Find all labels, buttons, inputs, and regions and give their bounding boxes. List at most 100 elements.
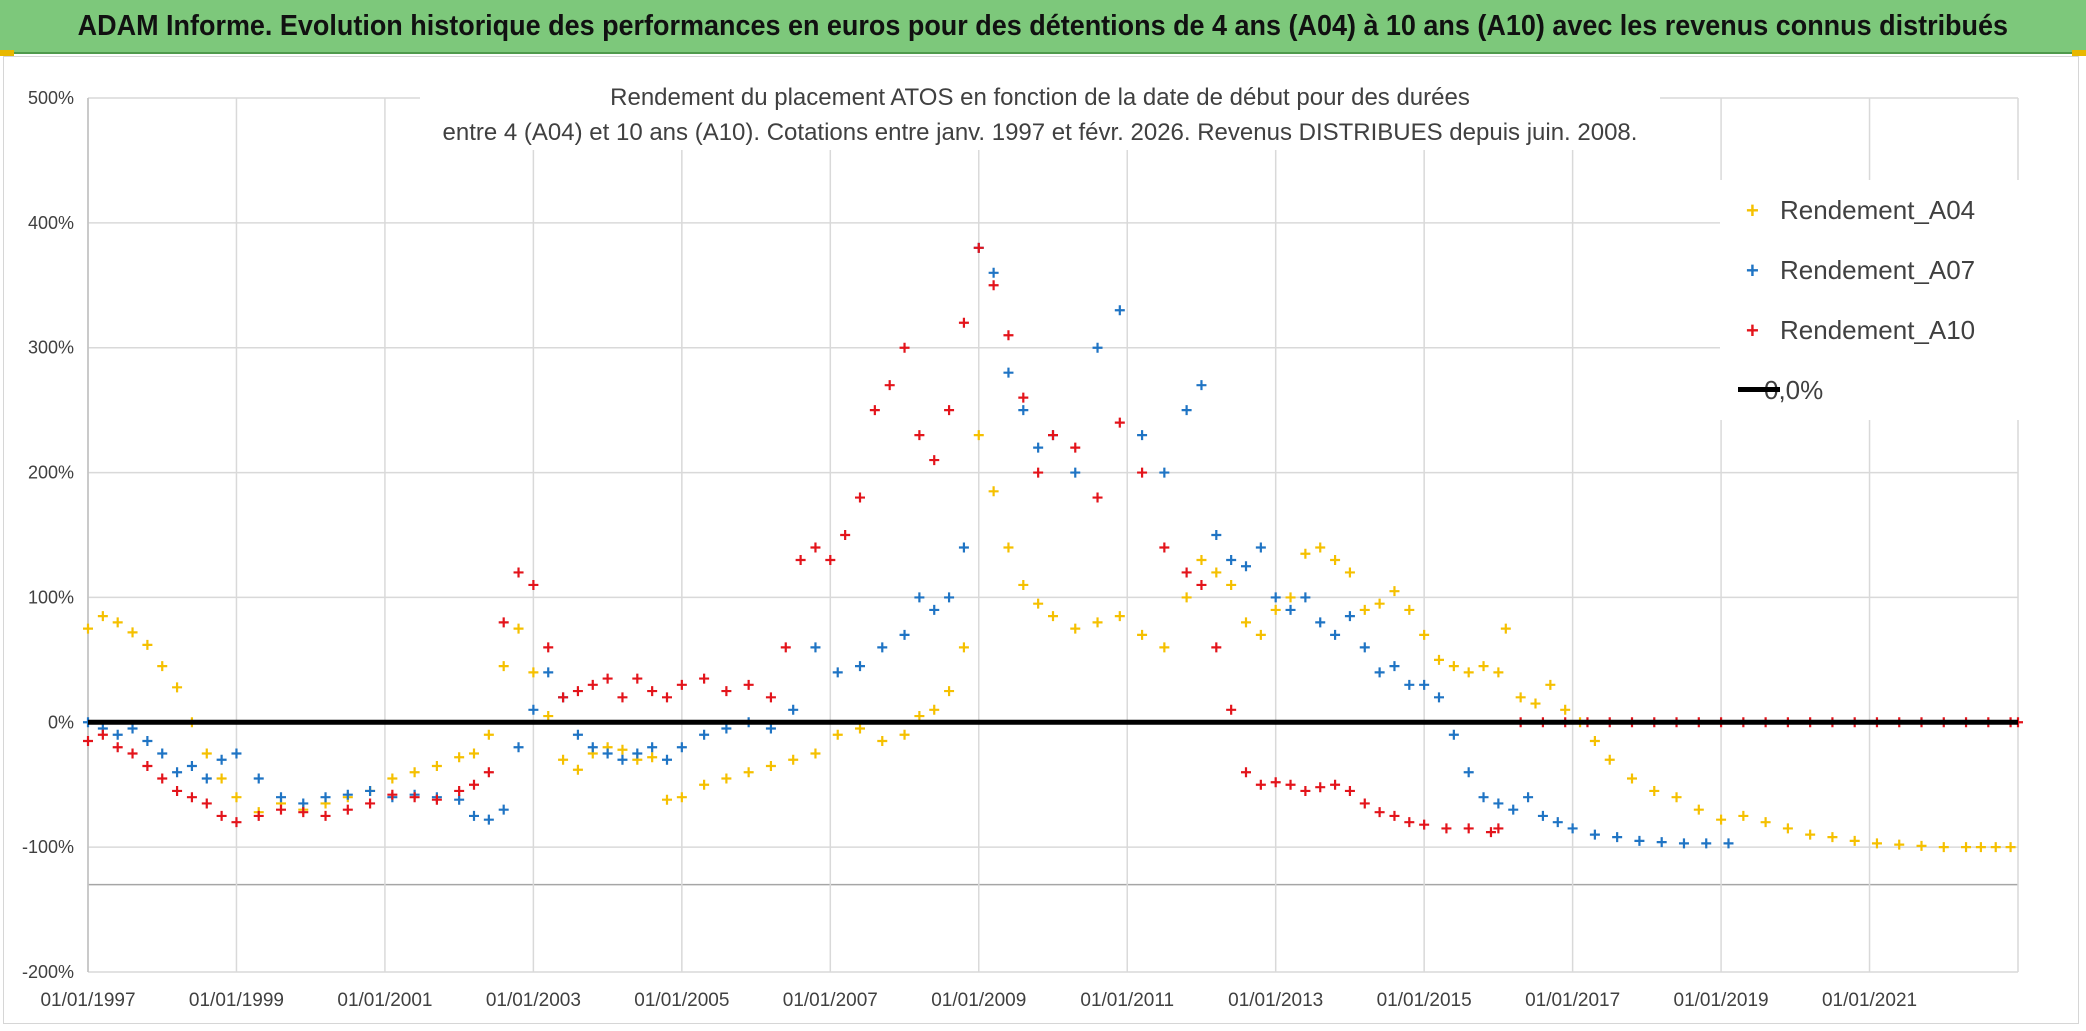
point-a04 <box>1018 579 1029 590</box>
point-a04 <box>1478 661 1489 672</box>
point-a04 <box>1545 679 1556 690</box>
point-a04 <box>97 611 108 622</box>
point-a10 <box>914 430 925 441</box>
point-a04 <box>1827 832 1838 843</box>
point-a04 <box>216 773 227 784</box>
point-a04 <box>1285 592 1296 603</box>
point-a07 <box>127 723 138 734</box>
point-a10 <box>1330 779 1341 790</box>
point-a04 <box>810 748 821 759</box>
chart-title-line-2: entre 4 (A04) et 10 ans (A10). Cotations… <box>442 119 1638 146</box>
point-a07 <box>498 804 509 815</box>
point-a04 <box>1270 604 1281 615</box>
point-a04 <box>201 748 212 759</box>
point-a10 <box>840 530 851 540</box>
point-a04 <box>1916 840 1927 851</box>
point-a10 <box>276 804 286 815</box>
point-a10 <box>112 742 123 753</box>
axis-layer: 500% 400% 300% 200% 100% 0% -100% -200% 01/01/19… <box>22 88 1917 1011</box>
point-a07 <box>1404 679 1415 690</box>
point-a07 <box>855 661 865 672</box>
point-a10 <box>587 679 598 690</box>
point-a10 <box>1211 642 1222 653</box>
point-a04 <box>617 744 628 755</box>
x-tick-label: 01/01/2009 <box>931 990 1026 1011</box>
point-a07 <box>454 794 465 805</box>
point-a04 <box>469 748 479 759</box>
point-a04 <box>1671 792 1682 803</box>
point-a04 <box>387 773 398 784</box>
point-a07 <box>1137 430 1148 441</box>
point-a10 <box>513 567 524 578</box>
point-a04 <box>1159 642 1170 653</box>
point-a04 <box>483 729 494 740</box>
point-a10 <box>632 673 643 684</box>
point-a04 <box>1300 548 1311 559</box>
x-tick-label: 01/01/2005 <box>634 990 729 1011</box>
point-a10 <box>1114 417 1125 428</box>
point-a04 <box>929 704 940 715</box>
point-a07 <box>1330 629 1341 640</box>
point-a10 <box>342 804 353 815</box>
point-a07 <box>1463 767 1474 778</box>
point-a10 <box>365 798 376 809</box>
x-tick-label: 01/01/2017 <box>1525 990 1620 1011</box>
point-a04 <box>877 736 888 747</box>
legend-item-zero: 0,0% <box>1720 370 1823 410</box>
point-a07 <box>1678 838 1689 849</box>
point-a10 <box>1003 330 1014 341</box>
point-a07 <box>1241 561 1251 572</box>
point-a04 <box>1211 567 1222 578</box>
point-a04 <box>1033 598 1044 609</box>
point-a07 <box>172 767 183 778</box>
point-a10 <box>1241 767 1251 778</box>
point-a10 <box>172 785 183 796</box>
chart-title-line-1: Rendement du placement ATOS en fonction … <box>610 84 1470 111</box>
point-a07 <box>543 667 554 678</box>
point-a04 <box>1849 835 1860 846</box>
point-a04 <box>1315 542 1326 553</box>
point-a04 <box>1419 629 1430 640</box>
point-a07 <box>1003 367 1014 378</box>
x-tick-label: 01/01/1999 <box>189 990 284 1011</box>
point-a10 <box>253 810 264 821</box>
point-a04 <box>1760 817 1771 828</box>
point-a07 <box>1344 611 1355 622</box>
series-rendement-a07 <box>83 242 1734 849</box>
chart-frame <box>3 56 2079 1024</box>
point-a04 <box>1560 704 1571 715</box>
point-a07 <box>1374 667 1385 678</box>
point-a10 <box>1255 779 1266 790</box>
point-a04 <box>409 767 420 778</box>
point-a10 <box>1226 704 1237 715</box>
point-a10 <box>454 785 465 796</box>
point-a04 <box>1359 604 1370 615</box>
point-a07 <box>1211 530 1222 540</box>
point-a04 <box>142 639 153 650</box>
point-a07 <box>298 798 309 809</box>
point-a10 <box>1048 430 1058 441</box>
point-a07 <box>1389 661 1400 672</box>
point-a10 <box>142 760 153 771</box>
point-a07 <box>721 723 732 734</box>
point-a10 <box>231 817 242 828</box>
point-a07 <box>602 748 613 759</box>
point-a04 <box>1938 842 1949 853</box>
point-a10 <box>765 692 776 703</box>
point-a07 <box>216 754 227 765</box>
point-a10 <box>1285 779 1296 790</box>
y-tick-label: 300% <box>28 338 74 358</box>
point-a04 <box>1463 667 1474 678</box>
point-a07 <box>632 748 643 759</box>
point-a04 <box>1092 617 1103 628</box>
point-a10 <box>1441 823 1452 834</box>
point-a07 <box>1523 792 1534 803</box>
point-a07 <box>929 604 940 615</box>
point-a07 <box>617 754 628 765</box>
point-a07 <box>1612 832 1623 843</box>
point-a07 <box>877 642 888 653</box>
point-a07 <box>944 592 955 603</box>
point-a04 <box>83 623 93 634</box>
point-a04 <box>1871 838 1882 849</box>
point-a10 <box>387 789 398 800</box>
